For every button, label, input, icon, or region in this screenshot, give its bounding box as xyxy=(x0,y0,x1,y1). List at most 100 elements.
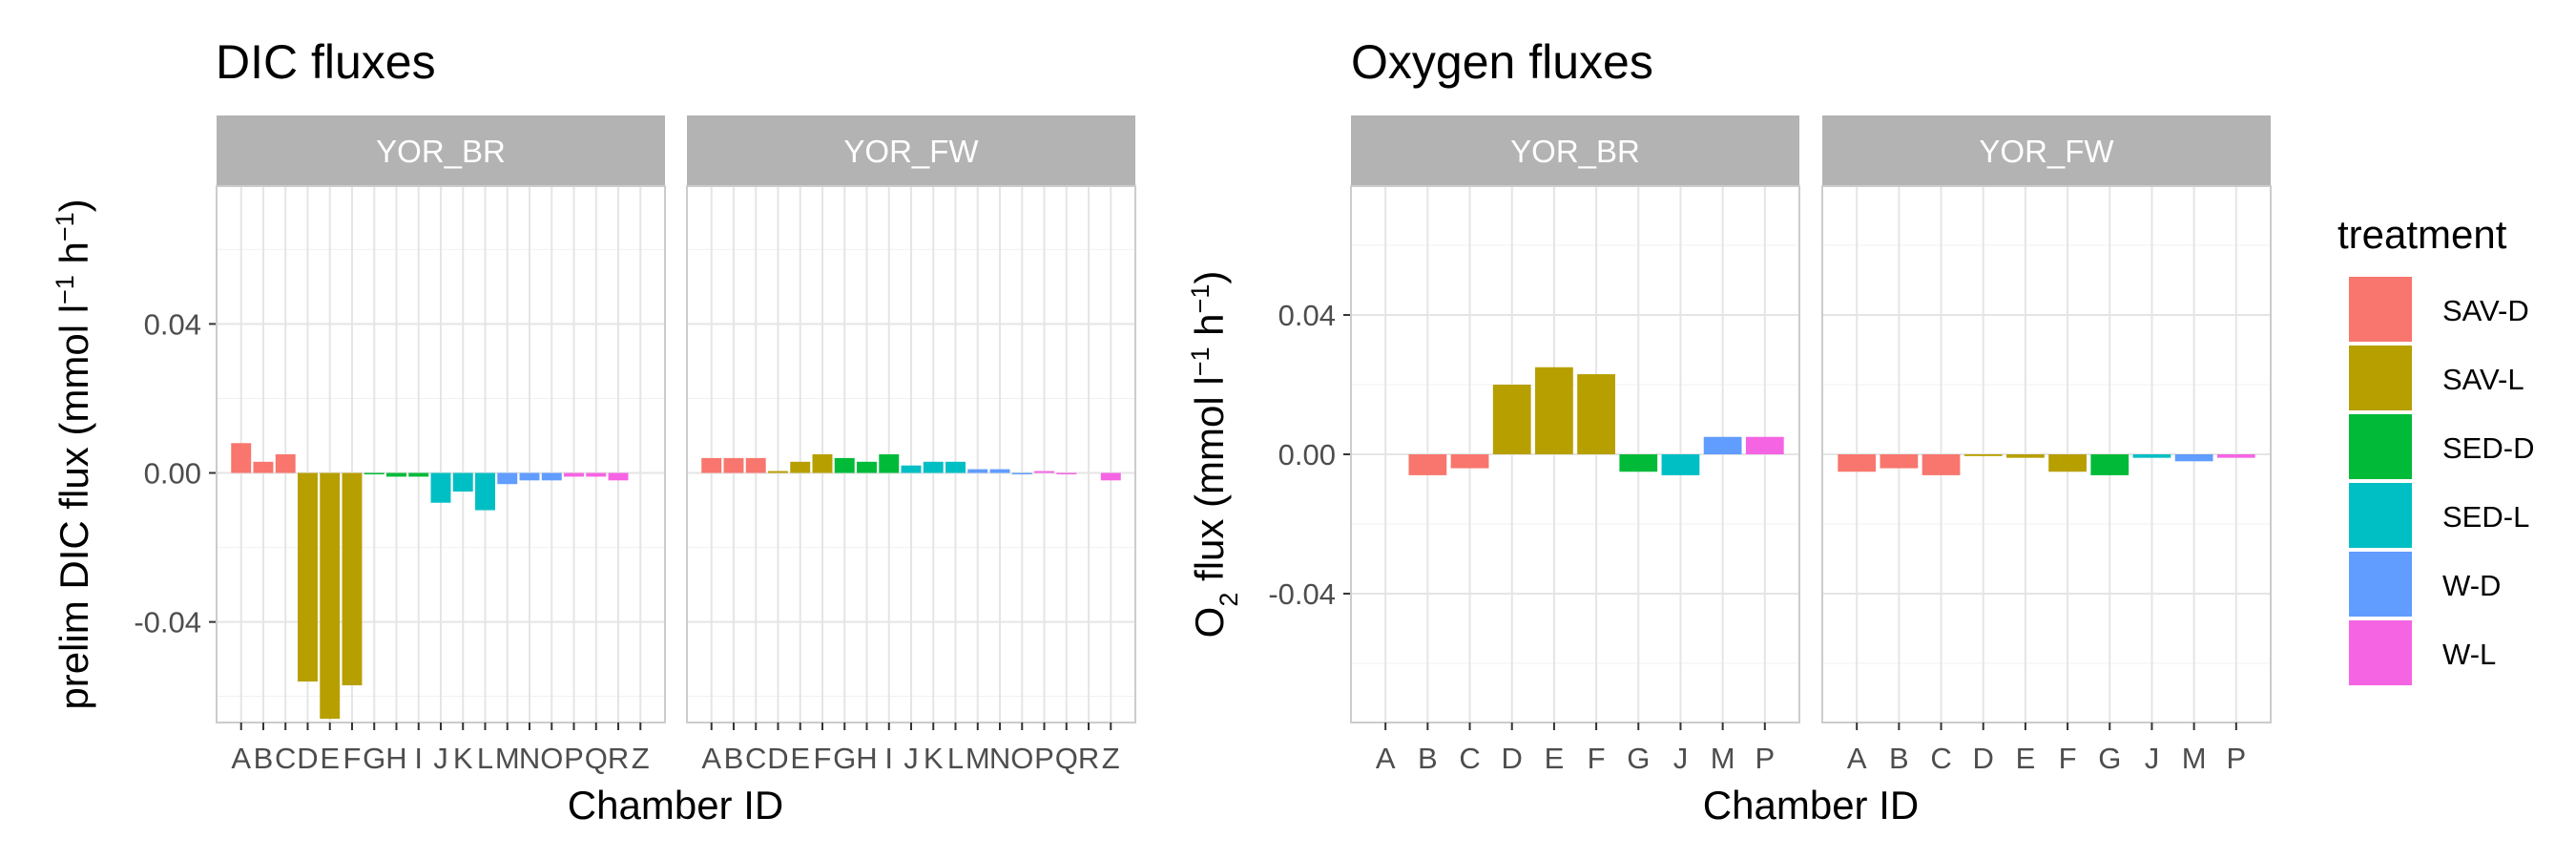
bar-yor-br-b xyxy=(1408,454,1447,475)
x-tick-label: E xyxy=(320,742,340,775)
bar-yor-fw-g xyxy=(2090,454,2129,475)
bar-yor-fw-k xyxy=(923,461,944,473)
legend-key-sed-d xyxy=(2349,414,2412,479)
y-axis-label-part: flux (mmol l xyxy=(1187,376,1232,592)
facet-panel-yor-fw: YOR_FW A B C D E F G J M P xyxy=(1821,115,2272,775)
bar-yor-br-p xyxy=(1745,436,1784,454)
legend-label-sav-l: SAV-L xyxy=(2442,363,2524,396)
treatment-legend: treatment SAV-D SAV-L SED-D SED-L W-D W-L xyxy=(2337,212,2534,685)
x-tick-label: I xyxy=(414,742,423,775)
x-tick-label: F xyxy=(2059,742,2077,775)
x-tick-label: B xyxy=(724,742,744,775)
y-axis-label: O2 flux (mmol l−1 h−1) xyxy=(1186,271,1243,639)
x-tick-label: F xyxy=(343,742,362,775)
bar-yor-br-f xyxy=(342,472,363,685)
bar-yor-br-g xyxy=(1619,454,1658,472)
bar-yor-fw-b xyxy=(1880,454,1919,469)
bar-yor-fw-e xyxy=(2006,454,2045,458)
x-tick-label: A xyxy=(231,742,251,775)
y-tick-label: 0.04 xyxy=(1278,299,1336,332)
y-axis-label-part: −1 xyxy=(1186,284,1215,314)
x-tick-label: P xyxy=(2226,742,2246,775)
facet-panel-yor-fw: YOR_FW A B C D E F G H I J K L M N O P Q R Z xyxy=(686,115,1136,775)
legend-label-w-l: W-L xyxy=(2442,638,2496,671)
bar-yor-br-m xyxy=(1703,436,1742,454)
x-tick-label: N xyxy=(989,742,1010,775)
bar-yor-fw-d xyxy=(768,471,788,473)
y-axis-label-part: −1 xyxy=(1186,346,1215,376)
bar-yor-br-e xyxy=(320,472,341,720)
legend-label-w-d: W-D xyxy=(2442,569,2501,602)
x-tick-label: I xyxy=(884,742,893,775)
legend-title: treatment xyxy=(2337,212,2507,257)
bar-yor-fw-i xyxy=(879,454,900,473)
bar-yor-br-q xyxy=(586,472,607,477)
bar-yor-br-m xyxy=(497,472,518,485)
x-tick-label: Q xyxy=(1055,742,1078,775)
x-tick-label: B xyxy=(254,742,274,775)
x-tick-label: G xyxy=(363,742,385,775)
bar-yor-br-l xyxy=(475,472,495,511)
facet-strip xyxy=(1351,115,1799,186)
bar-yor-br-c xyxy=(1450,454,1489,469)
legend-key-w-l xyxy=(2349,620,2412,685)
bar-yor-fw-b xyxy=(723,457,744,473)
x-tick-label: K xyxy=(924,742,944,775)
bar-yor-fw-d xyxy=(1963,454,2003,456)
x-tick-label: L xyxy=(477,742,493,775)
bar-yor-br-p xyxy=(564,472,584,477)
x-tick-label: G xyxy=(1627,742,1650,775)
legend-key-sav-d xyxy=(2349,277,2412,342)
x-tick-label: M xyxy=(1711,742,1735,775)
x-tick-label: Z xyxy=(632,742,650,775)
chart-title: DIC fluxes xyxy=(216,35,436,89)
bar-yor-br-f xyxy=(1577,374,1615,454)
x-tick-label: M xyxy=(495,742,520,775)
legend-key-sav-l xyxy=(2349,346,2412,410)
bar-yor-fw-a xyxy=(701,457,722,473)
facet-panel-yor-br: YOR_BR A B C D E F G J M P xyxy=(1350,115,1800,775)
x-tick-label: J xyxy=(2145,742,2160,775)
x-tick-label: G xyxy=(833,742,856,775)
y-axis-label-part: ) xyxy=(1187,271,1232,284)
x-tick-label: C xyxy=(1459,742,1480,775)
x-tick-label: C xyxy=(1930,742,1951,775)
facet-strip xyxy=(1822,115,2271,186)
facet-panel-yor-br: YOR_BR A B C D E F G H I J K L M N O P Q R Z xyxy=(216,115,666,775)
x-axis-label: Chamber ID xyxy=(1703,783,1919,828)
bar-yor-fw-j xyxy=(901,465,922,473)
x-tick-label: H xyxy=(856,742,877,775)
bar-yor-fw-l xyxy=(945,461,966,473)
y-axis-label-part: h xyxy=(1187,313,1232,346)
bar-yor-fw-m xyxy=(2174,454,2213,462)
x-tick-label: R xyxy=(1078,742,1099,775)
x-tick-label: M xyxy=(2182,742,2207,775)
legend-label-sed-l: SED-L xyxy=(2442,500,2529,534)
y-tick-label: -0.04 xyxy=(1268,577,1336,611)
x-tick-label: F xyxy=(814,742,832,775)
x-tick-label: D xyxy=(767,742,788,775)
legend-key-sed-l xyxy=(2349,483,2412,548)
facet-strip xyxy=(217,115,665,186)
panel-border xyxy=(1350,185,1800,723)
bar-yor-br-j xyxy=(1661,454,1700,475)
y-tick-label: 0.04 xyxy=(144,307,201,341)
x-tick-label: B xyxy=(1418,742,1438,775)
chart-title: Oxygen fluxes xyxy=(1351,35,1653,89)
bar-yor-fw-q xyxy=(1056,472,1077,475)
x-tick-label: J xyxy=(433,742,448,775)
legend-label-sed-d: SED-D xyxy=(2442,431,2534,465)
bar-yor-br-d xyxy=(1492,385,1531,454)
x-tick-label: A xyxy=(1847,742,1867,775)
y-axis-label-part: 2 xyxy=(1215,593,1243,607)
facet-strip-label: YOR_FW xyxy=(843,134,979,169)
bar-yor-fw-n xyxy=(989,469,1010,473)
bar-yor-fw-a xyxy=(1838,454,1877,472)
legend-key-w-d xyxy=(2349,552,2412,617)
facet-strip-label: YOR_BR xyxy=(1510,134,1640,169)
panel-border xyxy=(1821,185,2272,723)
bar-yor-fw-f xyxy=(812,454,833,473)
bar-yor-fw-o xyxy=(1011,472,1032,475)
y-axis-label-part: h xyxy=(52,241,96,275)
